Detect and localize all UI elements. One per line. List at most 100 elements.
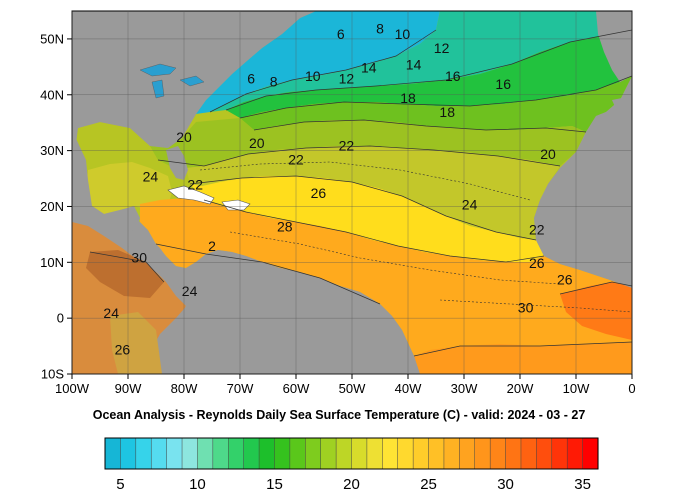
colorbar-swatch [120,437,137,470]
colorbar-label: 5 [116,476,125,493]
contour-label: 26 [311,185,327,201]
y-tick-label: 40N [40,87,64,102]
colorbar-swatch [104,437,121,470]
colorbar-label: 25 [420,476,437,493]
x-tick-label: 30W [451,381,478,396]
colorbar-swatch [166,437,183,470]
contour-label: 22 [187,177,203,193]
colorbar-swatch [351,437,368,470]
colorbar-label: 15 [266,476,283,493]
colorbar-swatch [243,437,260,470]
contour-label: 24 [462,196,478,212]
central-america-isthmus [120,230,196,306]
colorbar-swatch [228,437,245,470]
colorbar-swatch [135,437,152,470]
contour-label: 18 [400,90,416,106]
contour-label: 24 [143,168,159,184]
pacific-cool-tongue [110,312,162,374]
sst-band-cold [196,11,440,114]
contour-label: 12 [434,40,450,56]
colorbar-swatch [505,437,522,470]
contour-label: 20 [176,129,192,145]
colorbar-swatch [181,437,198,470]
x-tick-label: 60W [283,381,310,396]
x-tick-label: 20W [507,381,534,396]
colorbar-label: 35 [574,476,591,493]
contour-label: 10 [395,26,411,42]
sst-band-18 [150,118,586,168]
x-tick-label: 50W [339,381,366,396]
y-tick-label: 50N [40,31,64,46]
contour-label: 6 [337,26,345,42]
sst-band-22 [186,146,560,240]
contour-label: 14 [406,57,422,73]
colorbar-swatch [412,437,430,470]
colorbar-frame [104,437,599,470]
colorbar-swatch [428,437,445,470]
colorbar-swatch [459,437,476,470]
colorbar-swatch [551,437,568,470]
contour-label: 22 [529,221,545,237]
colorbar-swatch [305,437,322,470]
contour-label: 8 [270,73,278,89]
y-tick-label: 10N [40,255,64,270]
florida-land [166,146,188,180]
colorbar [104,437,599,470]
colorbar-swatch [197,437,214,470]
x-tick-label: 40W [395,381,422,396]
colorbar-label: 20 [343,476,360,493]
sst-band-26 [190,176,544,262]
x-tick-label: 100W [55,381,90,396]
colorbar-swatch [274,437,291,470]
contour-label: 10 [305,68,321,84]
y-tick-label: 20N [40,199,64,214]
x-tick-label: 90W [115,381,142,396]
y-tick-label: 30N [40,143,64,158]
contour-label: 20 [249,135,265,151]
gulf-of-mexico-sst [86,162,172,214]
contour-label: 12 [339,71,355,87]
map-caption: Ocean Analysis - Reynolds Daily Sea Surf… [92,408,586,422]
contour-label: 22 [339,138,355,154]
contour-label: 24 [182,283,198,299]
contour-label: 30 [131,249,147,265]
y-tick-label: 0 [57,311,64,326]
contour-label: 22 [288,152,304,168]
europe-land [596,11,632,82]
colorbar-label: 30 [497,476,514,493]
cuba-land [167,185,215,205]
sst-band-30-south [414,342,632,374]
colorbar-swatch [289,437,306,470]
x-tick-label: 10W [563,381,590,396]
y-tick-label: 10S [41,367,64,382]
colorbar-swatch [212,437,229,470]
colorbar-swatch [489,437,507,470]
contour-label: 2 [208,238,216,254]
sst-band-14 [226,30,632,118]
colorbar-swatch [536,437,553,470]
contour-label: 26 [557,272,573,288]
colorbar-swatch [520,437,537,470]
colorbar-swatch [566,437,584,470]
contour-label: 28 [277,219,293,235]
colorbar-swatch [382,437,399,470]
colorbar-swatch [397,437,414,470]
contour-label: 20 [540,146,556,162]
colorbar-swatch [258,437,276,470]
contour-label: 30 [518,300,534,316]
sst-contours-dotted [199,161,632,313]
contour-label: 8 [376,20,384,36]
contour-label: 16 [445,68,461,84]
sst-band-12 [210,11,632,112]
sst-band-16 [240,76,632,132]
colorbar-swatch [320,437,337,470]
south-america-land [170,250,420,374]
x-tick-label: 70W [227,381,254,396]
contour-label: 24 [103,305,119,321]
colorbar-swatch [582,437,599,470]
colorbar-swatch [474,437,491,470]
sst-band-30-east [560,282,632,340]
colorbar-swatch [366,437,383,470]
x-tick-label: 0 [628,381,635,396]
contour-label: 26 [529,255,545,271]
